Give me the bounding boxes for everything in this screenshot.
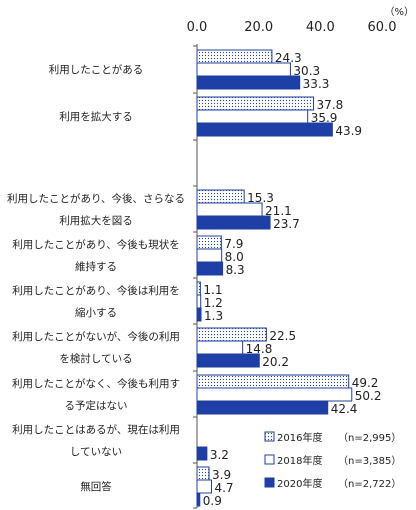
bar-2016年度-3 [196,189,245,204]
legend-n: （n=2,995） [338,432,401,444]
bar-2018年度-5 [196,294,202,309]
data-label: 3.9 [212,468,231,482]
data-label: 30.3 [293,64,320,78]
x-tick-label: 20.0 [244,20,273,35]
x-tick-label: 60.0 [368,20,397,35]
legend-swatch [264,431,275,442]
data-label: 35.9 [311,111,338,125]
data-label: 24.3 [275,51,302,65]
category-label: 利用したことはあるが、現在は利用 [12,423,180,436]
bar-2016年度-5 [196,281,201,296]
category-label: していない [70,446,122,458]
bar-2018年度-9 [196,479,212,494]
category-label: 利用したことがなく、今後も利用す [12,377,180,390]
data-label: 21.1 [265,204,292,218]
bar-2020年度-8 [196,446,208,461]
bar-2016年度-1 [196,96,315,111]
x-tick-label: 0.0 [187,20,208,35]
bar-2018年度-7 [196,387,353,402]
legend-n: （n=3,385） [338,455,401,467]
category-label: 維持する [75,260,117,273]
bar-2016年度-6 [196,327,267,342]
data-label: 37.8 [317,98,344,112]
data-label: 7.9 [224,237,243,251]
bar-2020年度-9 [196,492,201,507]
data-label: 20.2 [262,355,289,369]
category-label: 無回答 [80,480,112,493]
legend-label: 2016年度 [277,431,322,444]
category-label: 利用したことがないが、今後の利用 [12,330,180,343]
bar-2016年度-7 [196,374,350,389]
legend-swatch [264,477,275,488]
data-label: 0.9 [203,494,222,508]
data-label: 33.3 [303,77,330,91]
bar-2020年度-0 [196,75,301,90]
bar-2016年度-0 [196,49,273,64]
category-label: 利用拡大を図る [59,214,133,227]
data-label: 14.8 [246,342,273,356]
legend-label: 2018年度 [277,454,322,467]
data-label: 8.0 [225,250,244,264]
category-label: 利用したことがあり、今後も現状を [12,238,180,251]
data-label: 50.2 [355,389,382,403]
bar-2016年度-4 [196,235,222,250]
bar-2020年度-5 [196,307,202,322]
data-label: 43.9 [335,124,362,138]
bar-2020年度-4 [196,261,224,276]
category-label: 利用を拡大する [59,110,133,123]
data-label: 22.5 [269,329,296,343]
bar-2018年度-3 [196,202,263,217]
data-label: 1.2 [204,296,223,310]
data-label: 3.2 [210,448,229,462]
data-label: 1.3 [204,309,223,323]
legend-label: 2020年度 [277,477,322,490]
data-label: 4.7 [214,481,233,495]
legend-n: （n=2,722） [338,478,401,490]
data-label: 23.7 [273,217,300,231]
data-label: 15.3 [247,191,274,205]
category-label: る予定はない [65,399,128,412]
bar-2020年度-6 [196,353,260,368]
category-label: 利用したことがあり、今後は利用を [12,284,180,297]
bar-2018年度-4 [196,248,223,263]
bar-2020年度-1 [196,122,333,137]
legend-swatch [264,454,275,465]
category-label: 利用したことがあり、今後、さらなる [7,192,185,205]
data-label: 42.4 [331,402,358,416]
bar-2020年度-7 [196,400,329,415]
x-tick-label: 40.0 [306,20,335,35]
bar-2018年度-0 [196,62,291,77]
data-label: 8.3 [226,263,245,277]
bar-2016年度-9 [196,466,210,481]
unit-label: （%） [384,6,414,18]
bar-2018年度-6 [196,340,244,355]
category-label: 縮小する [75,306,117,319]
data-label: 1.1 [203,283,222,297]
category-label: を検討している [59,352,132,365]
category-label: 利用したことがある [49,63,144,76]
data-label: 49.2 [352,376,379,390]
bar-2018年度-1 [196,109,309,124]
bar-2020年度-3 [196,215,271,230]
